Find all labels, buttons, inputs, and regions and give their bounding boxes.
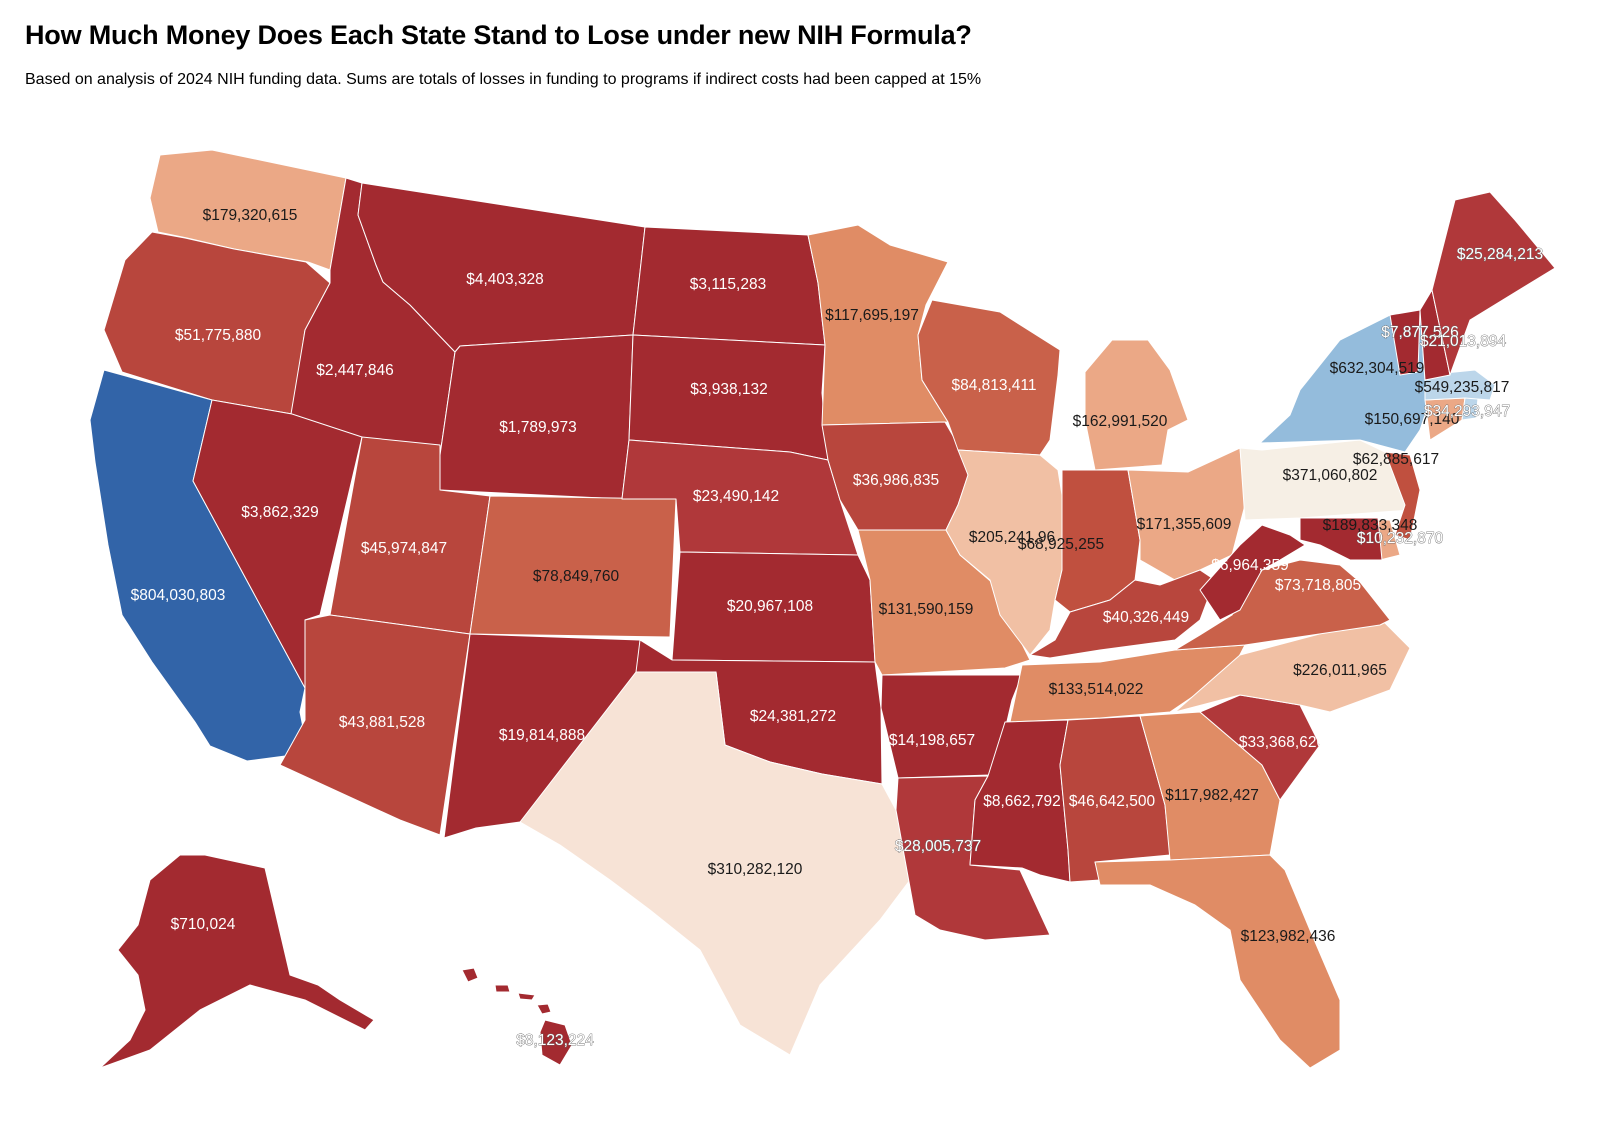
state-value-label-il: $205,241,96: [969, 529, 1055, 546]
state-value-label-ok: $24,381,272: [750, 708, 836, 725]
state-value-label-ny: $632,304,519: [1330, 360, 1425, 377]
state-value-label-sd: $3,938,132: [690, 381, 768, 398]
state-value-label-md: $10,232,870: [1357, 530, 1444, 547]
state-md[interactable]: [1299, 517, 1383, 561]
state-hi[interactable]: [461, 967, 479, 983]
state-value-label-tx: $310,282,120: [708, 861, 803, 878]
state-nj[interactable]: [1384, 451, 1421, 541]
state-value-label-mi: $162,991,520: [1073, 413, 1168, 430]
state-value-label-de: $189,833,348: [1323, 517, 1418, 534]
state-value-label-al: $46,642,500: [1069, 793, 1156, 810]
state-value-label-va: $73,718,805: [1275, 577, 1361, 594]
page-subtitle: Based on analysis of 2024 NIH funding da…: [25, 71, 982, 88]
state-ky[interactable]: [1029, 569, 1216, 659]
state-value-label-la: $28,005,737: [895, 838, 981, 855]
state-value-label-wa: $179,320,615: [203, 207, 298, 224]
state-value-label-ga: $117,982,427: [1165, 787, 1259, 804]
state-value-label-nh: $21,013,894: [1420, 333, 1507, 350]
state-va[interactable]: [1174, 559, 1391, 651]
state-nv[interactable]: [192, 399, 363, 689]
state-vt[interactable]: [1389, 309, 1421, 376]
state-value-label-ks: $20,967,108: [727, 598, 813, 615]
state-value-label-co: $78,849,760: [533, 568, 620, 585]
state-value-label-nj: $62,885,617: [1353, 451, 1439, 468]
state-value-label-hi: $8,123,224: [516, 1032, 594, 1049]
state-value-label-ak: $710,024: [171, 916, 236, 933]
state-value-label-mn: $117,695,197: [825, 307, 919, 324]
state-mi[interactable]: [1084, 339, 1189, 471]
state-value-label-id: $2,447,846: [316, 362, 394, 379]
state-value-label-fl: $123,982,436: [1241, 928, 1336, 945]
state-value-label-wi: $84,813,411: [951, 377, 1036, 394]
state-value-label-ri: $34,293,947: [1424, 403, 1510, 420]
state-hi[interactable]: [517, 992, 536, 1001]
state-value-label-ky: $40,326,449: [1103, 609, 1189, 626]
state-value-label-ms: $8,662,792: [983, 793, 1061, 810]
state-value-label-az: $43,881,528: [339, 714, 425, 731]
state-oh[interactable]: [1127, 447, 1246, 581]
state-hi[interactable]: [539, 1019, 573, 1066]
page-title: How Much Money Does Each State Stand to …: [25, 20, 972, 50]
state-value-label-mo: $131,590,159: [879, 601, 974, 618]
state-value-label-in: $68,925,255: [1018, 536, 1104, 553]
state-az[interactable]: [279, 614, 471, 836]
state-value-label-nv: $3,862,329: [241, 504, 319, 521]
state-wy[interactable]: [439, 334, 634, 500]
state-ma[interactable]: [1424, 369, 1496, 401]
state-value-label-ut: $45,974,847: [361, 540, 447, 557]
state-hi[interactable]: [494, 984, 511, 993]
state-value-label-mt: $4,403,328: [466, 271, 544, 288]
state-co[interactable]: [469, 495, 677, 638]
state-wv[interactable]: [1199, 524, 1306, 621]
state-value-label-nm: $19,814,888: [499, 727, 585, 744]
state-hi[interactable]: [536, 1003, 552, 1015]
state-value-label-ia: $36,986,835: [853, 472, 939, 489]
state-value-label-wy: $1,789,973: [499, 419, 577, 436]
state-shapes: [89, 149, 1556, 1069]
state-value-label-ct: $150,697,140: [1365, 411, 1460, 428]
state-labels: $179,320,615 $51,775,880 $804,030,803 $2,44…: [131, 207, 1544, 1049]
state-me[interactable]: [1431, 191, 1556, 376]
state-value-label-ne: $23,490,142: [693, 488, 779, 505]
state-ak[interactable]: [99, 854, 375, 1069]
state-value-label-sc: $33,368,620: [1239, 734, 1326, 751]
state-value-label-pa: $371,060,802: [1283, 467, 1378, 484]
state-value-label-or: $51,775,880: [175, 327, 262, 344]
state-value-label-nd: $3,115,283: [690, 276, 766, 293]
state-value-label-tn: $133,514,022: [1049, 681, 1144, 698]
state-fl[interactable]: [1094, 854, 1341, 1069]
state-value-label-wv: $6,964,359: [1211, 557, 1289, 574]
state-value-label-me: $25,284,213: [1457, 246, 1543, 263]
state-value-label-ar: $14,198,657: [889, 732, 975, 749]
state-value-label-ca: $804,030,803: [131, 587, 226, 604]
state-value-label-vt: $7,877,526: [1381, 324, 1459, 341]
state-tx[interactable]: [519, 671, 911, 1056]
state-value-label-nc: $226,011,965: [1293, 662, 1387, 679]
state-value-label-oh: $171,355,609: [1137, 516, 1232, 533]
state-value-label-ma: $549,235,817: [1415, 379, 1510, 396]
state-nc[interactable]: [1174, 617, 1411, 713]
